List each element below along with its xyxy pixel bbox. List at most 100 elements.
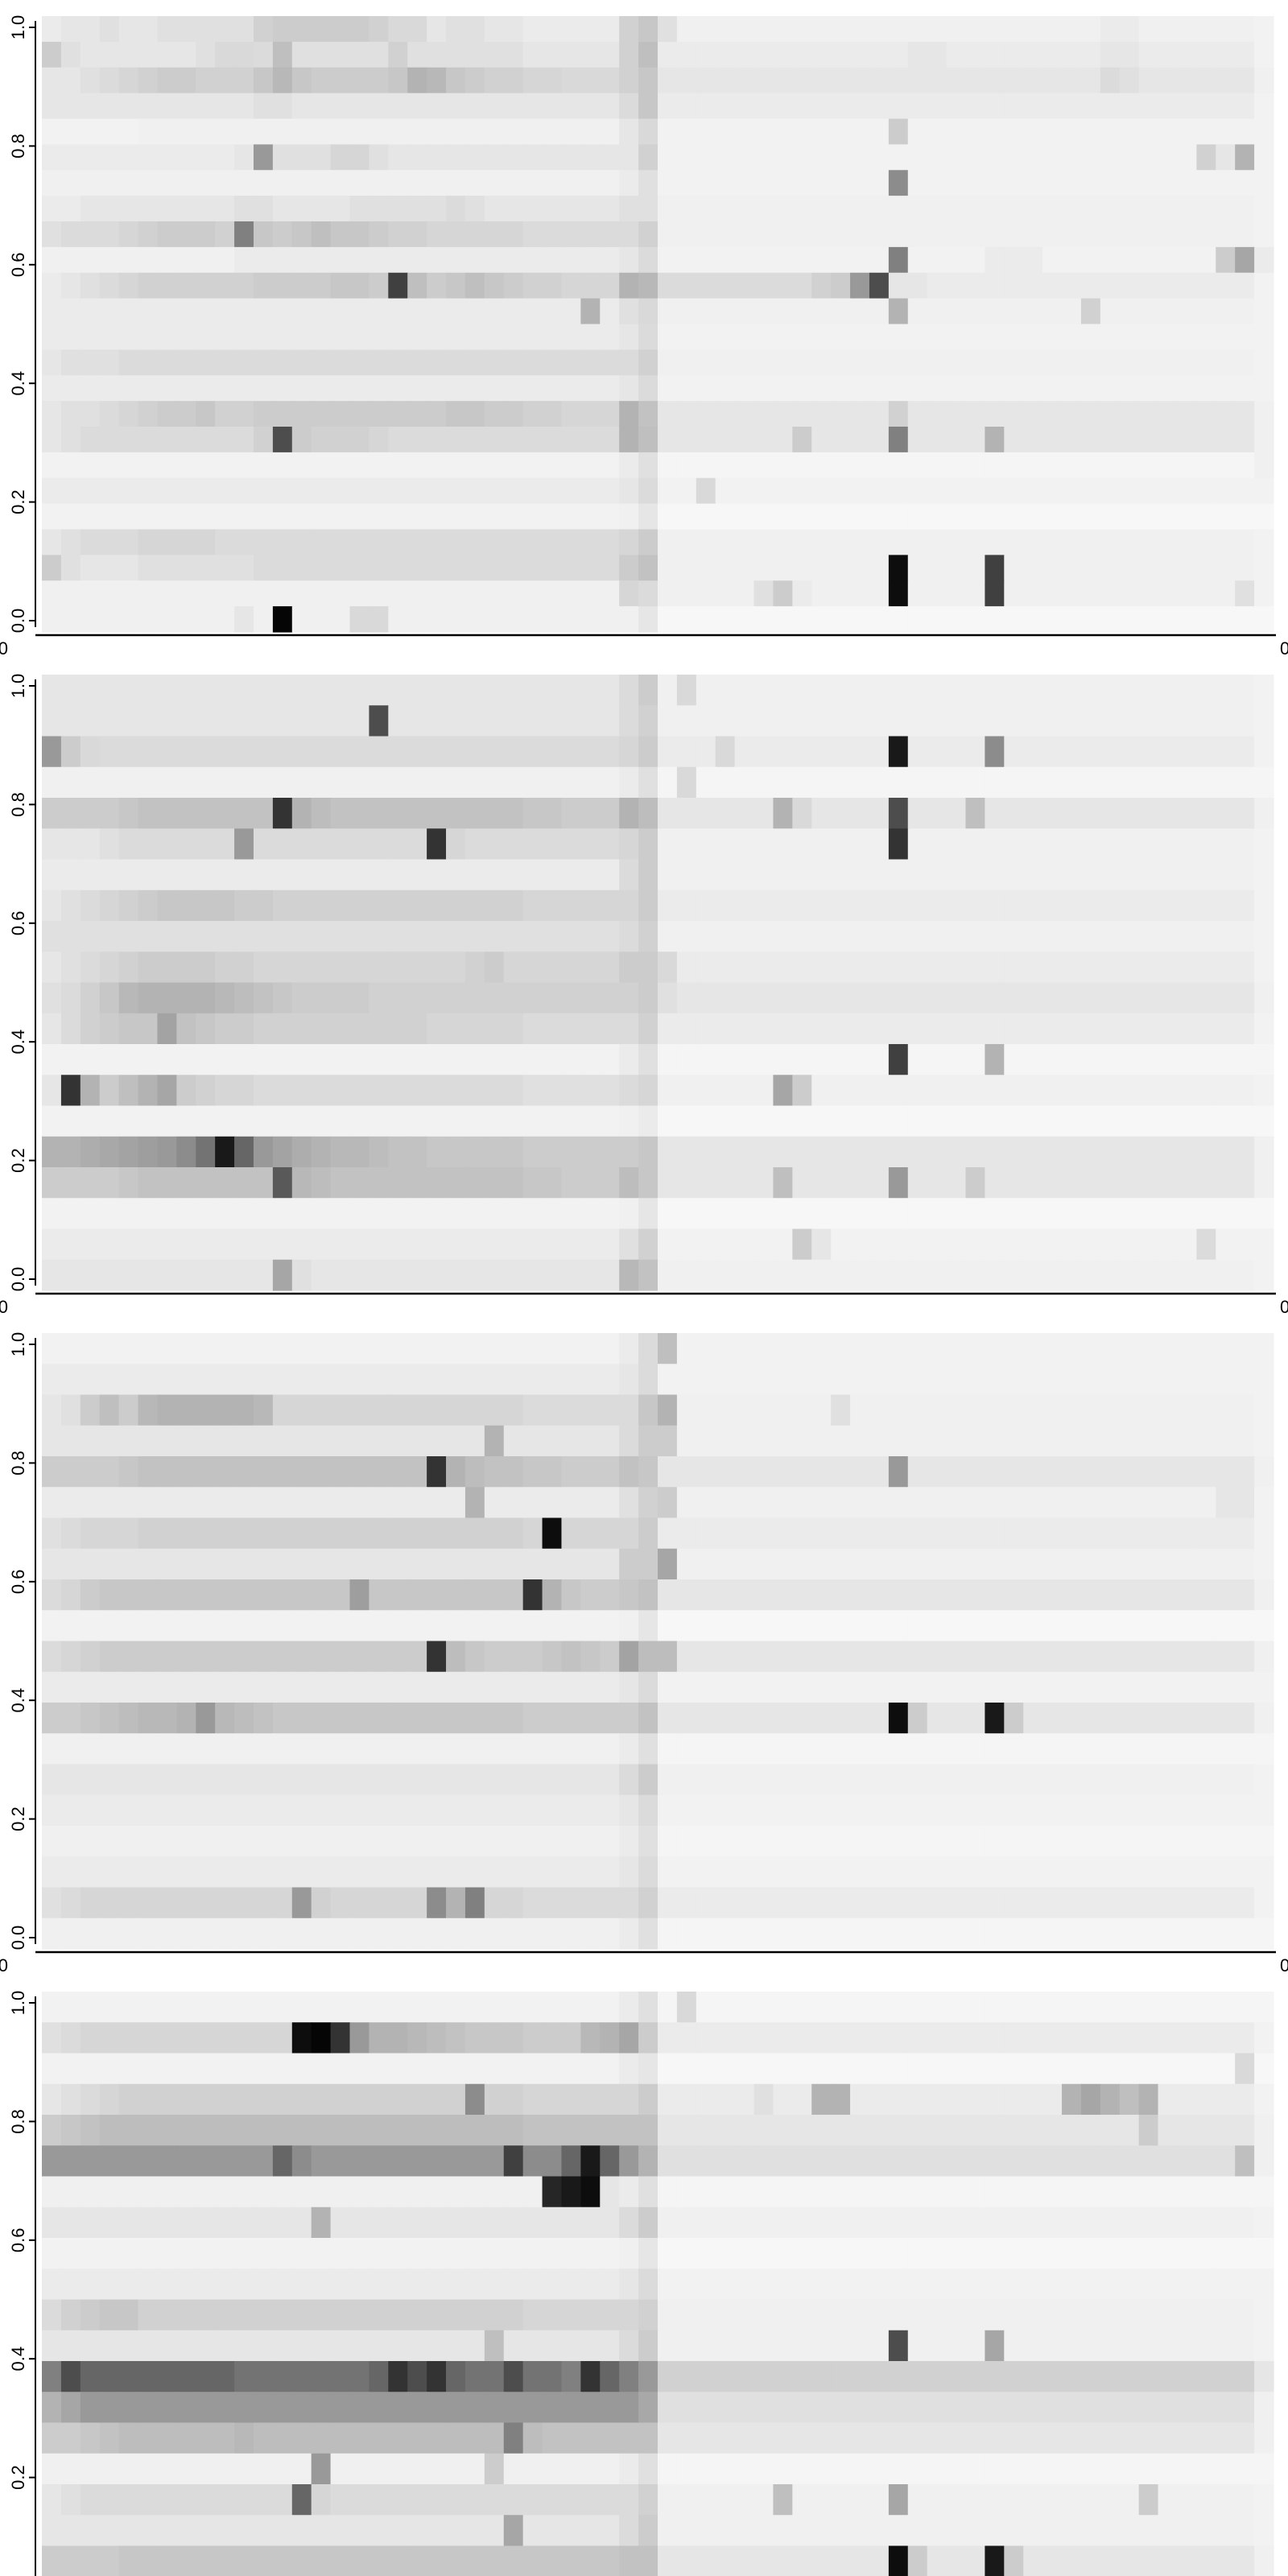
heatmap-cell bbox=[99, 1517, 120, 1550]
heatmap-cell bbox=[850, 2238, 870, 2269]
heatmap-cell bbox=[1119, 859, 1140, 891]
heatmap-cell bbox=[773, 1487, 793, 1519]
heatmap-cell bbox=[1254, 529, 1274, 555]
heatmap-cell bbox=[446, 2145, 466, 2178]
heatmap-cell bbox=[946, 1136, 967, 1168]
heatmap-cell bbox=[542, 1136, 563, 1168]
heatmap-cell bbox=[522, 1167, 543, 1199]
heatmap-cell bbox=[658, 2053, 678, 2085]
heatmap-cell bbox=[869, 1394, 890, 1426]
heatmap-cell bbox=[522, 2238, 543, 2269]
heatmap-cell bbox=[427, 1198, 447, 1230]
heatmap-cell bbox=[118, 705, 139, 737]
heatmap-cell bbox=[561, 144, 581, 171]
heatmap-cell bbox=[888, 606, 909, 633]
heatmap-cell bbox=[1100, 1826, 1121, 1857]
heatmap-cell bbox=[1062, 170, 1082, 196]
heatmap-cell bbox=[946, 1198, 967, 1230]
heatmap-cell bbox=[330, 828, 351, 861]
heatmap-cell bbox=[869, 2053, 890, 2085]
heatmap-cell bbox=[369, 1487, 389, 1519]
heatmap-cell bbox=[831, 2176, 851, 2208]
heatmap-cell bbox=[696, 1641, 716, 1673]
heatmap-cell bbox=[1119, 580, 1140, 607]
heatmap-cell bbox=[157, 93, 177, 120]
heatmap-cell bbox=[1158, 2268, 1179, 2301]
heatmap-cell bbox=[427, 675, 447, 706]
heatmap-cell bbox=[734, 16, 755, 43]
heatmap-cell bbox=[792, 401, 812, 427]
heatmap-cell bbox=[176, 1198, 196, 1230]
heatmap-cell bbox=[1138, 375, 1159, 402]
heatmap-cell bbox=[1062, 1228, 1082, 1261]
heatmap-cell bbox=[138, 1579, 159, 1611]
heatmap-cell bbox=[196, 375, 216, 402]
heatmap-cell bbox=[1004, 2115, 1024, 2146]
heatmap-cell bbox=[427, 921, 447, 952]
heatmap-cell bbox=[638, 298, 658, 325]
heatmap-cell bbox=[1080, 298, 1101, 325]
heatmap-cell bbox=[658, 675, 678, 706]
heatmap-cell bbox=[349, 1259, 370, 1291]
heatmap-cell bbox=[196, 1703, 216, 1734]
heatmap-cell bbox=[138, 349, 159, 376]
heatmap-cell bbox=[773, 221, 793, 248]
heatmap-cell bbox=[561, 1228, 581, 1261]
heatmap-cell bbox=[542, 675, 563, 706]
heatmap-cell bbox=[330, 2361, 351, 2392]
heatmap-cell bbox=[484, 324, 505, 350]
heatmap-cell bbox=[1254, 1425, 1274, 1457]
heatmap-cell bbox=[215, 766, 235, 799]
heatmap-cell bbox=[927, 982, 947, 1014]
heatmap-cell bbox=[1196, 1826, 1216, 1857]
heatmap-cell bbox=[927, 2238, 947, 2269]
heatmap-cell bbox=[888, 1703, 909, 1734]
heatmap-cell bbox=[946, 246, 967, 274]
heatmap-cell bbox=[965, 246, 986, 274]
heatmap-cell bbox=[773, 1333, 793, 1364]
heatmap-cell bbox=[715, 375, 736, 402]
heatmap-cell bbox=[330, 452, 351, 479]
heatmap-cell bbox=[1023, 349, 1043, 376]
heatmap-cell bbox=[753, 1733, 774, 1765]
heatmap-cell bbox=[811, 246, 832, 274]
heatmap-cell bbox=[734, 921, 755, 952]
heatmap-cell bbox=[1062, 1610, 1082, 1642]
heatmap-cell bbox=[60, 477, 81, 505]
heatmap-cell bbox=[1042, 1764, 1063, 1796]
heatmap-cell bbox=[542, 93, 563, 120]
heatmap-cell bbox=[542, 41, 563, 68]
heatmap-cell bbox=[811, 67, 832, 94]
heatmap-cell bbox=[157, 1517, 177, 1550]
heatmap-cell bbox=[464, 2176, 485, 2208]
heatmap-cell bbox=[311, 890, 332, 922]
heatmap-cell bbox=[734, 1198, 755, 1230]
heatmap-cell bbox=[773, 144, 793, 171]
heatmap-cell bbox=[773, 529, 793, 555]
heatmap-cell bbox=[1158, 921, 1179, 952]
heatmap-cell bbox=[542, 1105, 563, 1137]
heatmap-cell bbox=[196, 1918, 216, 1950]
heatmap-cell bbox=[1235, 705, 1255, 737]
heatmap-cell bbox=[215, 1013, 235, 1045]
heatmap-cell bbox=[1119, 1198, 1140, 1230]
heatmap-cell bbox=[138, 1105, 159, 1137]
heatmap-cell bbox=[1080, 2268, 1101, 2301]
heatmap-cell bbox=[291, 2238, 312, 2269]
heatmap-cell bbox=[619, 921, 639, 952]
heatmap-cell bbox=[1235, 375, 1255, 402]
heatmap-cell bbox=[291, 272, 312, 299]
heatmap-cell bbox=[580, 1918, 601, 1950]
heatmap-cell bbox=[1177, 766, 1197, 799]
heatmap-cell bbox=[407, 1394, 427, 1426]
heatmap-cell bbox=[215, 982, 235, 1014]
heatmap-cell bbox=[734, 1703, 755, 1734]
heatmap-cell bbox=[1119, 982, 1140, 1014]
heatmap-cell bbox=[291, 1013, 312, 1045]
heatmap-cell bbox=[330, 2392, 351, 2424]
heatmap-cell bbox=[272, 2176, 293, 2208]
heatmap-cell bbox=[369, 349, 389, 376]
heatmap-cell bbox=[1138, 1425, 1159, 1457]
heatmap-cell bbox=[234, 675, 254, 706]
heatmap-cell bbox=[1196, 555, 1216, 581]
